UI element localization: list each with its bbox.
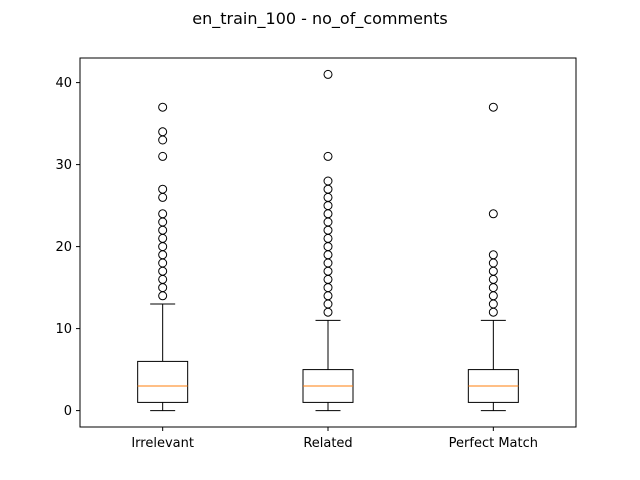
y-tick-label: 40 bbox=[55, 76, 72, 91]
outlier-point bbox=[323, 283, 333, 293]
outlier-point bbox=[323, 201, 333, 211]
outlier-point bbox=[323, 307, 333, 317]
outlier-point bbox=[323, 233, 333, 243]
outlier-point bbox=[323, 225, 333, 235]
outlier-point bbox=[323, 209, 333, 219]
outlier-point bbox=[488, 102, 498, 112]
outlier-point bbox=[158, 225, 168, 235]
outlier-point bbox=[158, 217, 168, 227]
outlier-point bbox=[158, 209, 168, 219]
outlier-point bbox=[323, 69, 333, 79]
y-tick-label: 30 bbox=[55, 158, 72, 173]
x-tick-label: Irrelevant bbox=[131, 436, 194, 451]
outlier-point bbox=[323, 151, 333, 161]
plot-area: 0 10 20 30 40 Irrelevant Related Perfect Match bbox=[55, 57, 577, 451]
outlier-point bbox=[158, 184, 168, 194]
outlier-point bbox=[323, 274, 333, 284]
outlier-point bbox=[158, 250, 168, 260]
y-tick-label: 10 bbox=[55, 322, 72, 337]
box bbox=[137, 360, 189, 403]
outlier-point bbox=[158, 192, 168, 202]
outlier-point bbox=[158, 233, 168, 243]
y-tick-label: 0 bbox=[64, 404, 72, 419]
outlier-point bbox=[323, 266, 333, 276]
outlier-point bbox=[158, 242, 168, 252]
outlier-point bbox=[488, 283, 498, 293]
outlier-point bbox=[323, 250, 333, 260]
outlier-point bbox=[158, 258, 168, 268]
outlier-point bbox=[323, 217, 333, 227]
outlier-point bbox=[323, 299, 333, 309]
box-group-related bbox=[302, 69, 354, 412]
outlier-point bbox=[158, 135, 168, 145]
outlier-point bbox=[488, 291, 498, 301]
chart-title: en_train_100 - no_of_comments bbox=[192, 9, 447, 29]
outlier-point bbox=[323, 242, 333, 252]
outlier-point bbox=[488, 307, 498, 317]
outlier-point bbox=[488, 266, 498, 276]
box-group-perfect-match bbox=[467, 102, 519, 412]
outlier-point bbox=[158, 274, 168, 284]
outlier-point bbox=[323, 192, 333, 202]
x-tick-label: Perfect Match bbox=[449, 436, 538, 451]
outlier-point bbox=[488, 250, 498, 260]
y-tick-label: 20 bbox=[55, 240, 72, 255]
outlier-point bbox=[323, 184, 333, 194]
outlier-point bbox=[488, 258, 498, 268]
outlier-point bbox=[158, 151, 168, 161]
outlier-point bbox=[323, 258, 333, 268]
outlier-point bbox=[158, 266, 168, 276]
outlier-point bbox=[488, 299, 498, 309]
outlier-point bbox=[488, 274, 498, 284]
outlier-point bbox=[323, 176, 333, 186]
outlier-point bbox=[158, 102, 168, 112]
outlier-point bbox=[488, 209, 498, 219]
outlier-point bbox=[158, 283, 168, 293]
x-tick-label: Related bbox=[303, 436, 352, 451]
outlier-point bbox=[323, 291, 333, 301]
box-group-irrelevant bbox=[137, 102, 189, 412]
outlier-point bbox=[158, 291, 168, 301]
outlier-point bbox=[158, 127, 168, 137]
